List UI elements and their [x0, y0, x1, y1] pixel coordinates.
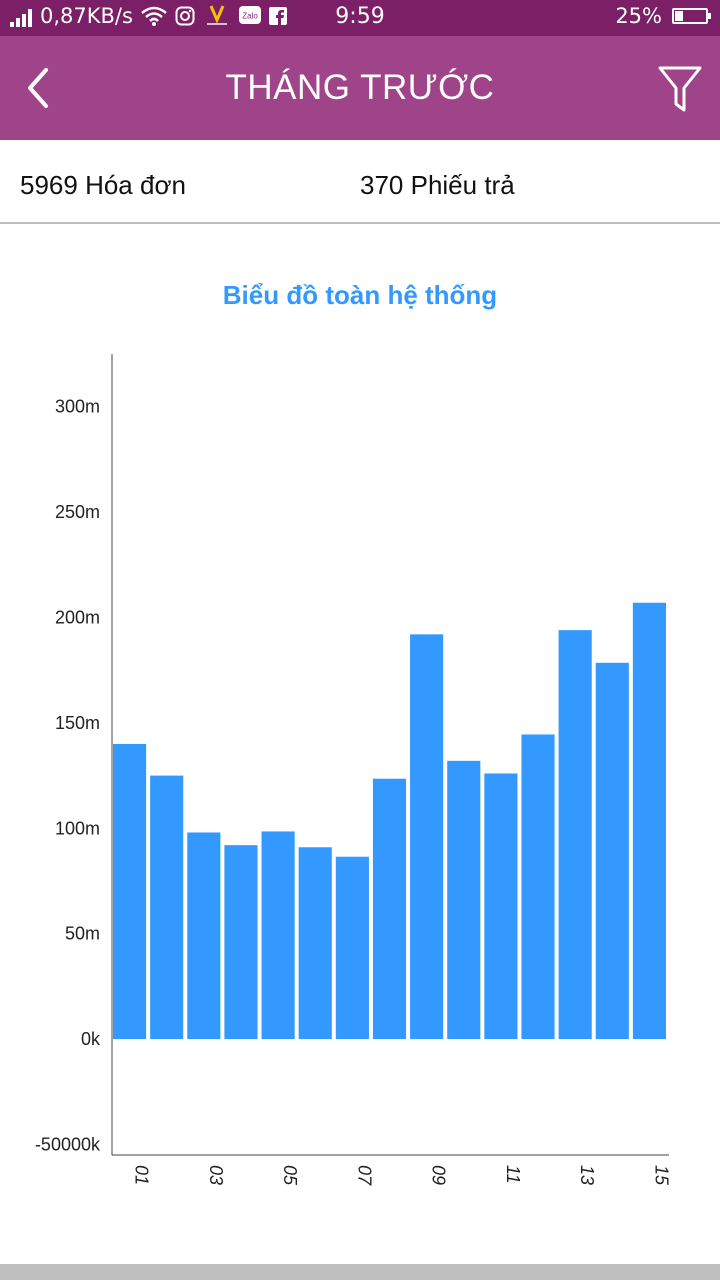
y-tick-label: 100m: [55, 818, 100, 838]
chart-bar[interactable]: [224, 845, 258, 1040]
status-left: 0,87KB/s Zalo: [10, 4, 287, 28]
status-bar: 0,87KB/s Zalo 9:59 25%: [0, 0, 720, 36]
x-tick-label: 01: [132, 1165, 152, 1185]
chart-bar[interactable]: [632, 602, 666, 1040]
battery-icon: [672, 8, 711, 24]
app-icon: [203, 4, 231, 28]
app-bar: THÁNG TRƯỚC: [0, 36, 720, 140]
instagram-icon: [175, 6, 195, 26]
y-tick-label: 0k: [81, 1029, 101, 1049]
chart-bar[interactable]: [447, 760, 481, 1040]
x-tick-label: 11: [503, 1165, 523, 1184]
bottom-divider: [0, 1264, 720, 1280]
chart-bar[interactable]: [187, 832, 221, 1040]
signal-icon: [10, 5, 32, 27]
return-count: 370 Phiếu trả: [360, 170, 515, 200]
x-tick-label: 05: [280, 1165, 300, 1186]
chart-bar[interactable]: [521, 734, 555, 1040]
filter-button[interactable]: [656, 64, 704, 116]
chart-bar[interactable]: [372, 778, 407, 1040]
zalo-text: Zalo: [242, 12, 258, 21]
chart-bar[interactable]: [150, 775, 184, 1040]
wifi-icon: [141, 6, 167, 26]
filter-icon: [658, 66, 702, 112]
x-tick-label: 13: [577, 1165, 597, 1185]
x-tick-label: 03: [206, 1165, 226, 1185]
battery-percent: 25%: [615, 4, 662, 28]
x-tick-label: 15: [651, 1165, 671, 1186]
status-right: 25%: [615, 4, 711, 28]
chart-bar[interactable]: [298, 847, 332, 1040]
y-tick-label: 250m: [55, 502, 100, 522]
chart-bar[interactable]: [261, 831, 295, 1040]
chart-bar[interactable]: [558, 630, 592, 1040]
y-tick-label: 150m: [55, 713, 100, 733]
y-tick-label: -50000k: [35, 1134, 101, 1154]
x-tick-label: 07: [354, 1165, 374, 1186]
chart-bar[interactable]: [410, 634, 444, 1040]
chart-bar[interactable]: [113, 743, 147, 1040]
y-tick-label: 300m: [55, 397, 100, 417]
invoice-count: 5969 Hóa đơn: [20, 170, 186, 200]
chart-title: Biểu đồ toàn hệ thống: [222, 280, 498, 310]
facebook-icon: [268, 7, 287, 25]
back-button[interactable]: [18, 60, 68, 116]
status-time: 9:59: [335, 4, 385, 29]
chart-bar[interactable]: [595, 662, 629, 1040]
summary-bar: 5969 Hóa đơn 370 Phiếu trả: [0, 140, 720, 224]
chart-bar[interactable]: [484, 773, 518, 1040]
y-tick-label: 200m: [55, 607, 100, 627]
x-tick-label: 09: [429, 1165, 449, 1185]
page-title: THÁNG TRƯỚC: [225, 68, 495, 107]
chart-bar[interactable]: [335, 856, 369, 1040]
zalo-icon: Zalo: [238, 6, 261, 26]
back-arrow-icon: [28, 68, 48, 108]
bar-chart: 300m 250m 200m 150m 100m 50m 0k -50000k 01 03 05 0…: [35, 354, 671, 1186]
y-tick-label: 50m: [65, 924, 100, 944]
network-speed: 0,87KB/s: [40, 4, 133, 28]
